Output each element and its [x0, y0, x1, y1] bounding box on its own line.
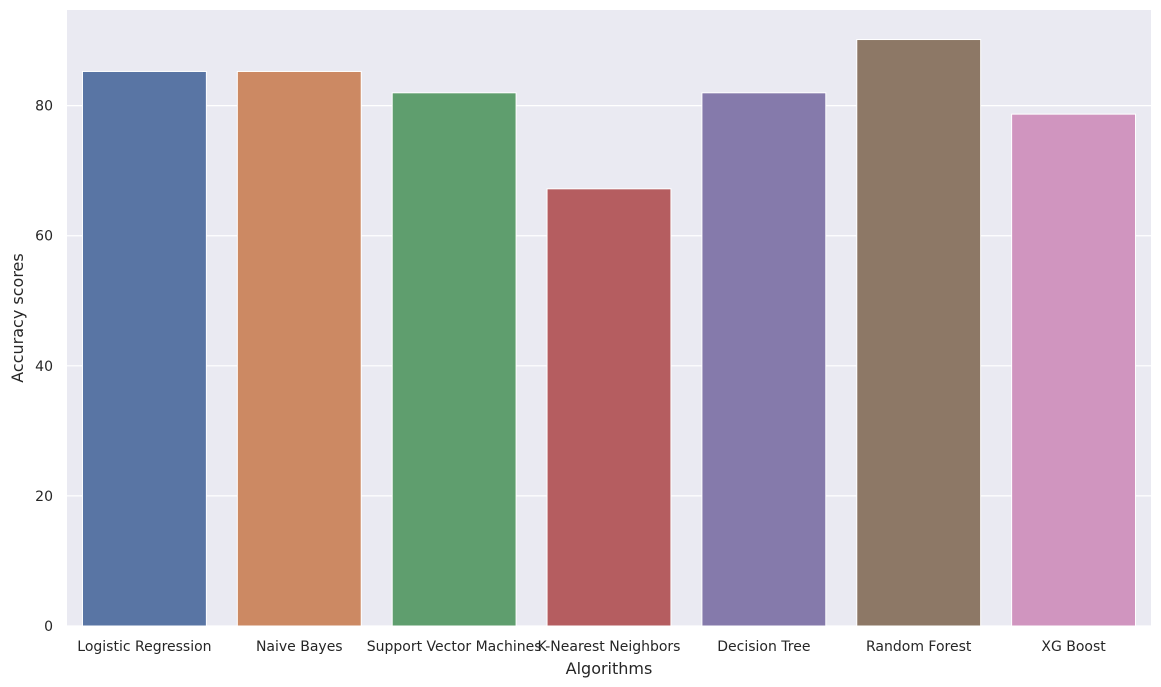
x-tick-label-5: Random Forest: [866, 639, 972, 655]
x-tick-label-1: Naive Bayes: [256, 639, 343, 655]
x-axis-label: Algorithms: [566, 659, 653, 678]
x-axis-ticks: Logistic Regression Naive Bayes Support Ve…: [77, 639, 1106, 655]
x-tick-label-6: XG Boost: [1041, 639, 1106, 655]
x-tick-label-3: K-Nearest Neighbors: [538, 639, 681, 655]
bar-2: [391, 92, 517, 627]
y-tick-label-2: 40: [35, 359, 53, 375]
y-tick-label-1: 20: [35, 489, 53, 505]
y-axis-label: Accuracy scores: [8, 253, 27, 382]
y-tick-label-0: 0: [44, 619, 53, 635]
bar-5: [856, 39, 982, 627]
x-tick-label-2: Support Vector Machines: [367, 639, 542, 655]
y-tick-label-3: 60: [35, 229, 53, 245]
bar-4: [701, 92, 827, 627]
bars: [81, 39, 1137, 627]
bar-0: [81, 70, 207, 627]
y-axis-ticks: 0 20 40 60 80: [35, 99, 53, 635]
bar-6: [1011, 113, 1137, 627]
bar-3: [546, 188, 672, 627]
bar-1: [236, 70, 362, 627]
y-tick-label-4: 80: [35, 99, 53, 115]
x-tick-label-0: Logistic Regression: [77, 639, 211, 655]
x-tick-label-4: Decision Tree: [717, 639, 810, 655]
